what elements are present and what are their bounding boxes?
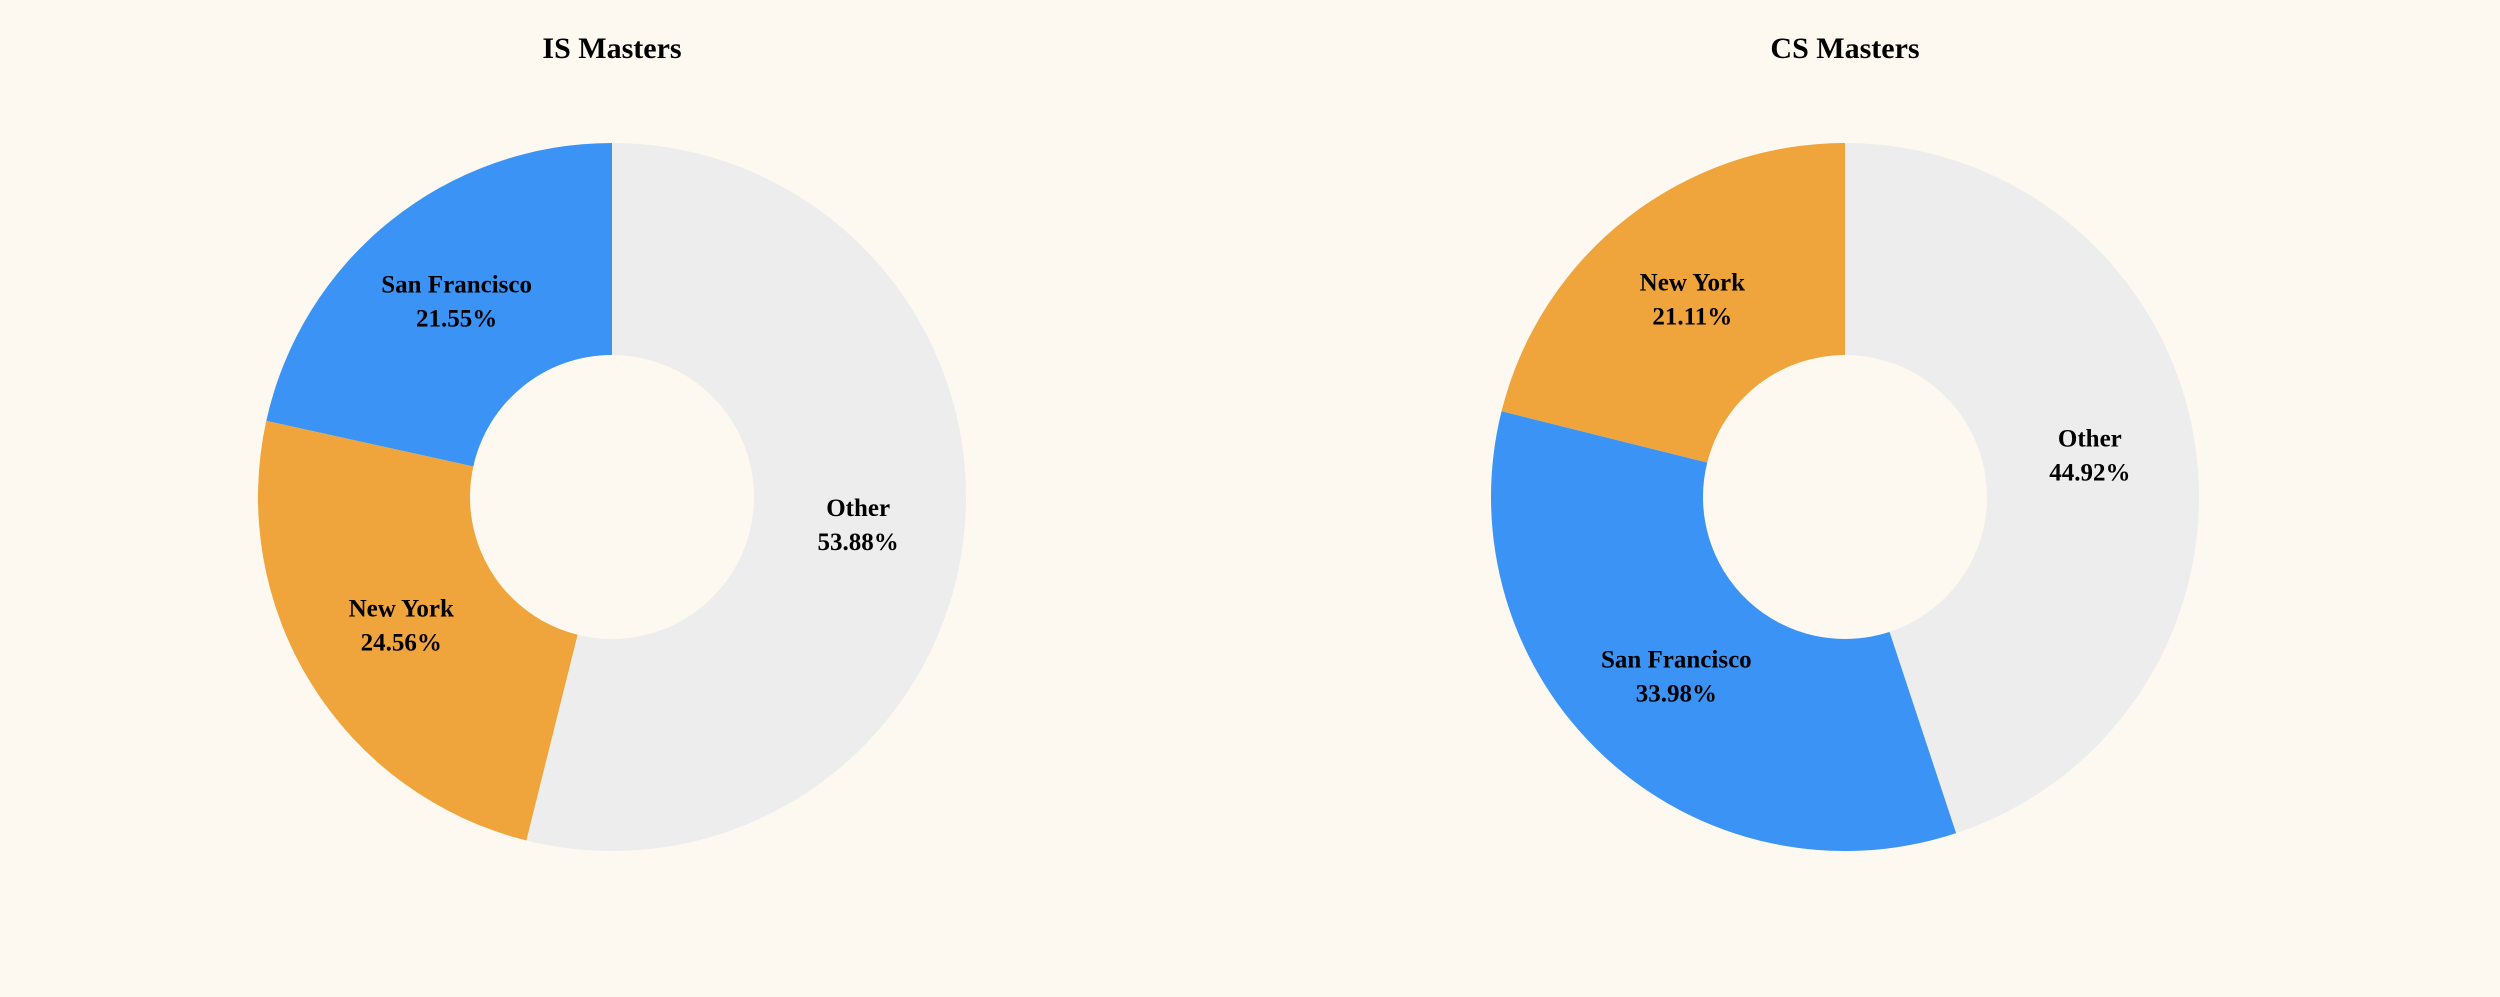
donut-slice (258, 420, 578, 841)
slice-value: 53.88% (818, 529, 899, 556)
slice-label: San Francisco (381, 271, 532, 298)
slice-label: Other (2058, 425, 2122, 452)
slice-label: New York (349, 595, 454, 622)
donut-slice (266, 143, 612, 467)
donut-slice (526, 143, 966, 851)
donut-slice (1491, 411, 1957, 851)
slice-label: New York (1640, 269, 1745, 296)
slice-label: Other (826, 495, 890, 522)
donut-chart: IS Masters San Francisco 21.55% New York 24.… (258, 32, 966, 851)
chart-title: CS Masters (1770, 32, 1919, 65)
donut-chart: CS Masters New York 21.11% San Francisco 33.… (1491, 32, 2199, 851)
slice-value: 21.55% (416, 305, 497, 332)
chart-title: IS Masters (542, 32, 681, 65)
slice-label: San Francisco (1601, 647, 1752, 674)
slice-value: 21.11% (1652, 303, 1732, 330)
slice-value: 24.56% (361, 629, 442, 656)
donut-slice (1845, 143, 2199, 834)
slice-value: 44.92% (2049, 459, 2130, 486)
donut-slice (1501, 143, 1845, 463)
slice-value: 33.98% (1636, 681, 1717, 708)
